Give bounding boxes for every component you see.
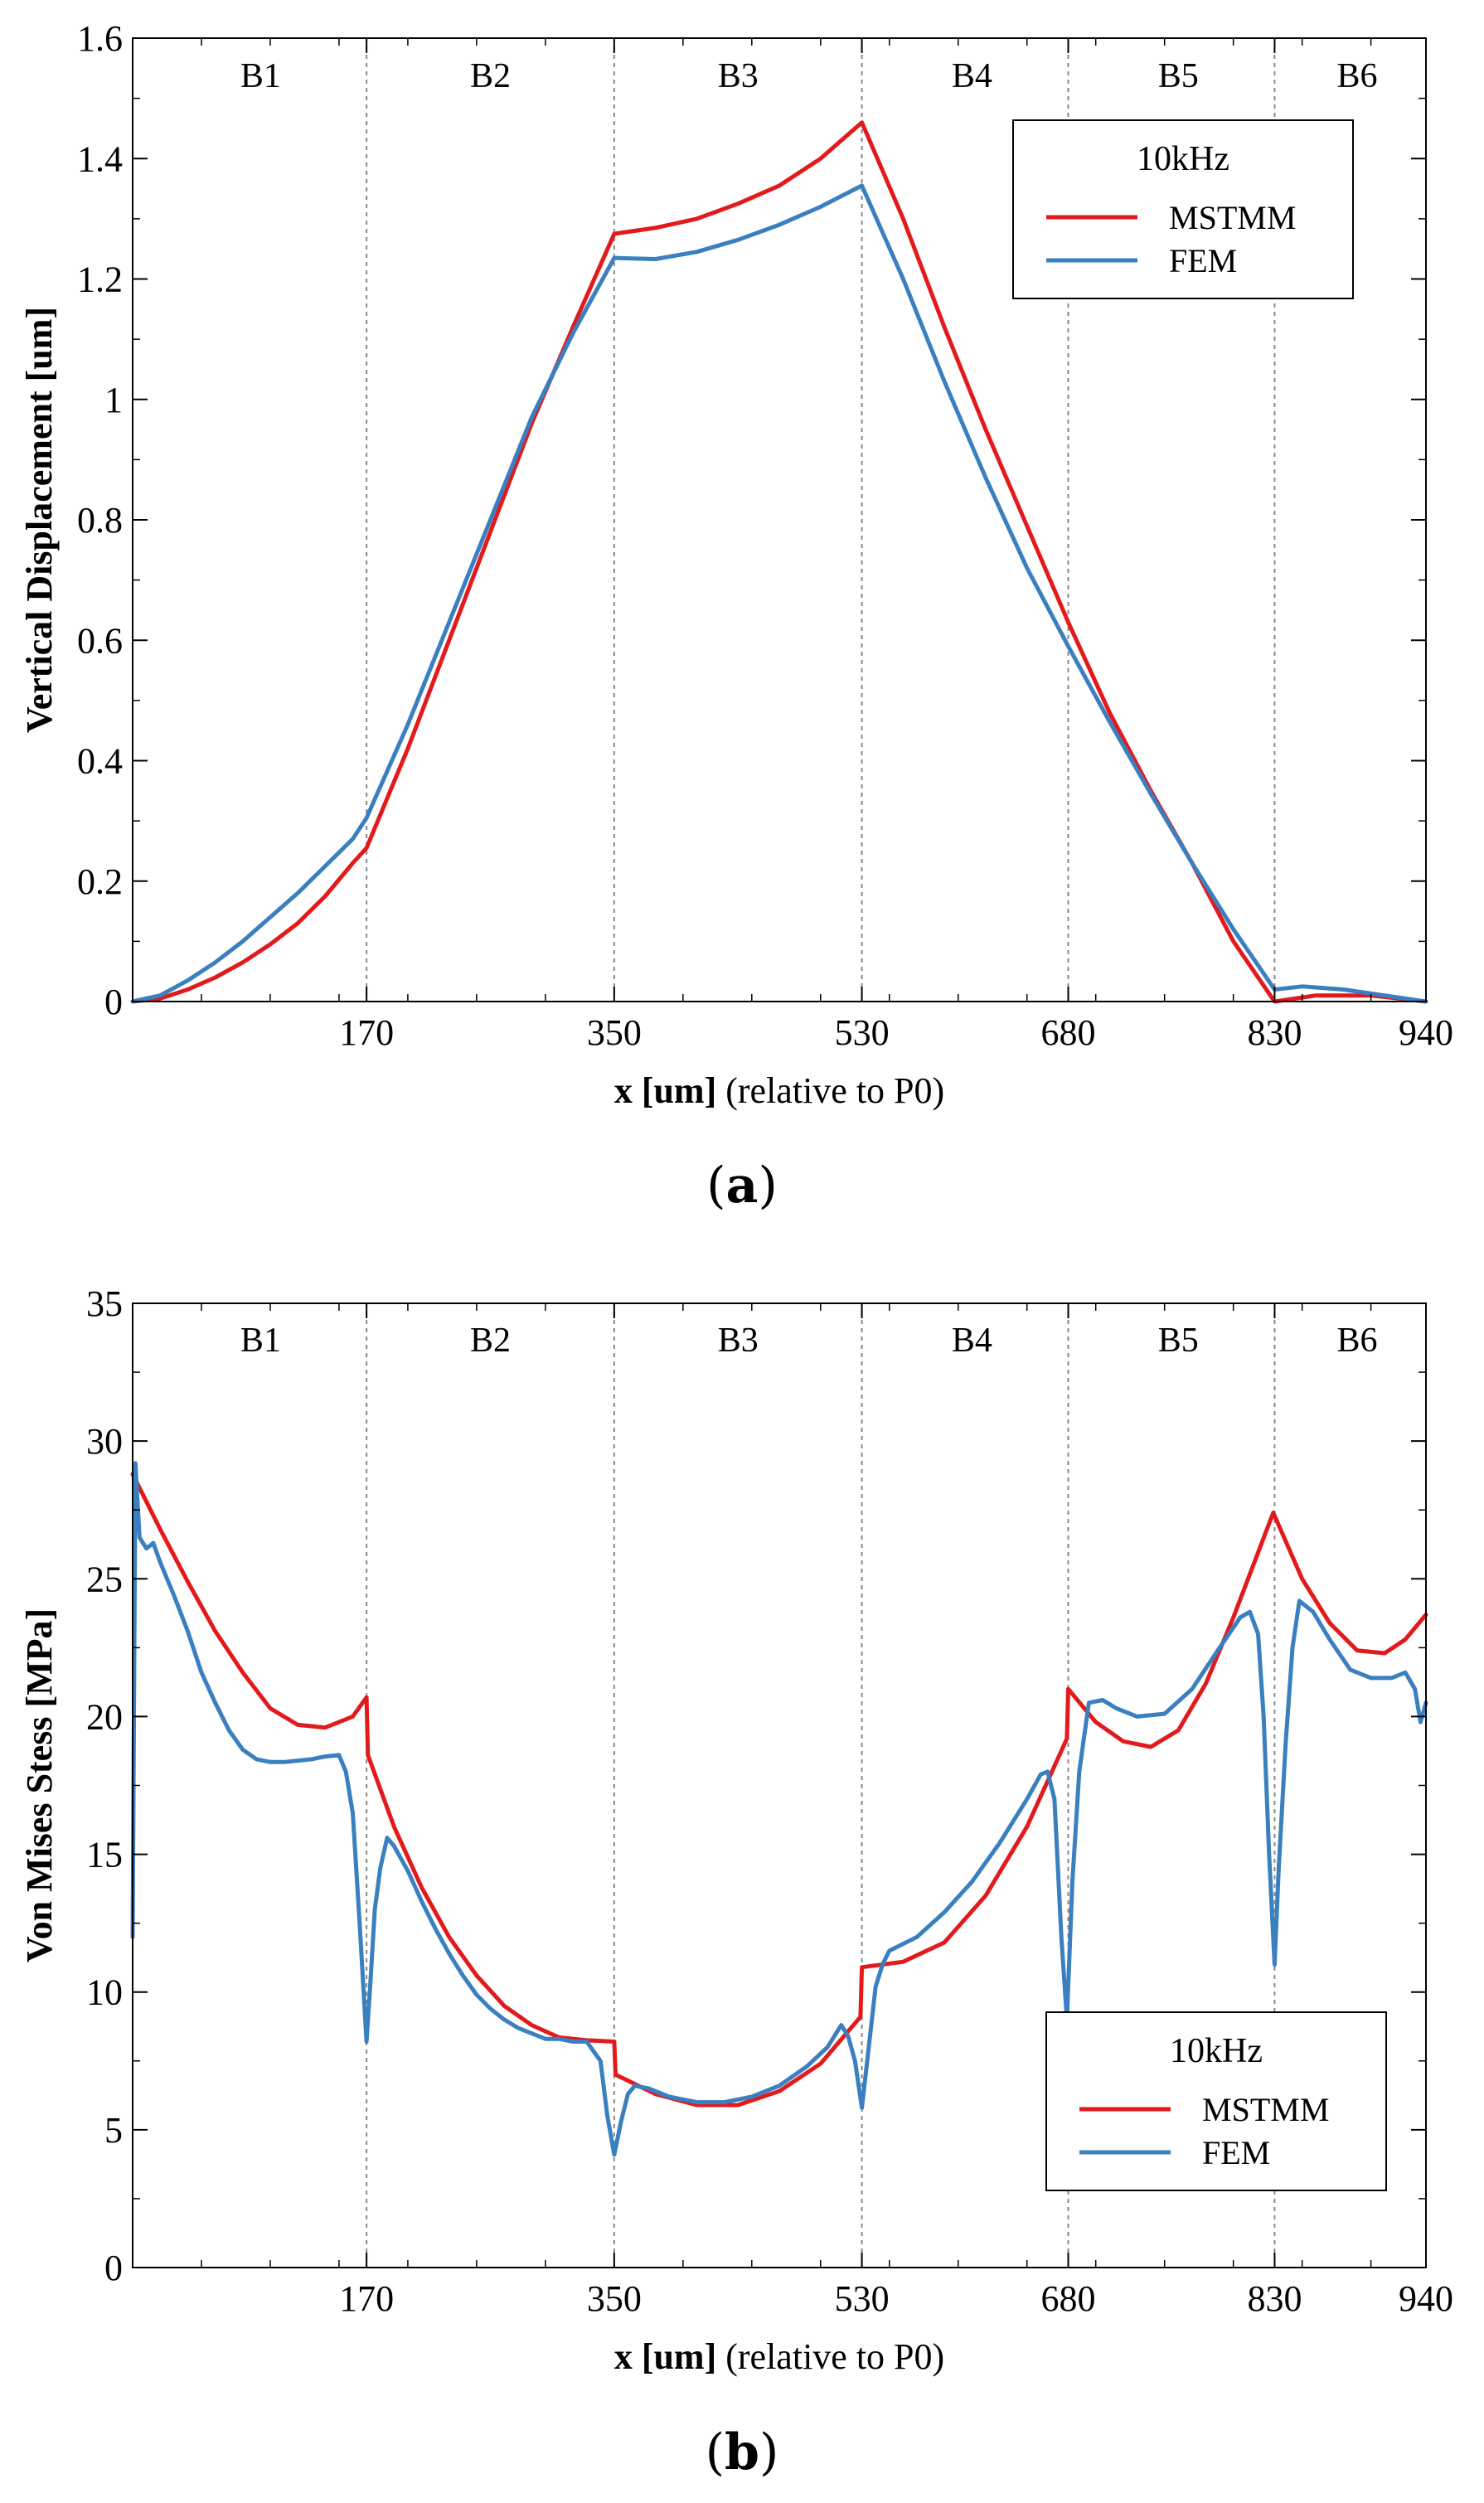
panel-a-region-labels: B1 B2 B3 B4 B5 B6	[240, 57, 1378, 95]
panel-b-dividers	[366, 1303, 1276, 2268]
y-tick-label: 15	[86, 1835, 123, 1875]
panel-a-x-axis-title-rest: (relative to P0)	[716, 1070, 944, 1111]
panel-a-legend: 10kHz MSTMM FEM	[1012, 119, 1354, 299]
y-tick-label: 10	[86, 1972, 123, 2013]
region-label-b5: B5	[1158, 57, 1199, 95]
region-label-b2: B2	[470, 57, 511, 95]
panel-a-x-axis-title: x [um] (relative to P0)	[614, 1070, 944, 1111]
region-label-b6: B6	[1337, 57, 1378, 95]
y-tick-label: 0.4	[77, 741, 123, 782]
panel-b-legend-label-mstmm: MSTMM	[1202, 2091, 1329, 2128]
y-tick-label: 1	[104, 380, 123, 420]
region-label-b3: B3	[718, 1322, 759, 1360]
x-tick-label: 170	[339, 1012, 394, 1053]
region-label-b3: B3	[718, 57, 759, 95]
x-tick-label: 350	[587, 1012, 642, 1053]
x-tick-label: 830	[1247, 2278, 1302, 2319]
x-tick-label: 530	[835, 1012, 890, 1053]
panel-a-legend-box	[1012, 119, 1354, 299]
x-tick-label: 530	[835, 2278, 890, 2319]
panel-a-caption-label: (a)	[706, 1157, 778, 1215]
panel-b-x-axis-title: x [um] (relative to P0)	[614, 2336, 944, 2377]
panel-a-y-axis-title: Vertical Displacement [um]	[19, 307, 60, 733]
panel-b-legend: 10kHz MSTMM FEM	[1045, 2011, 1387, 2191]
panel-b-y-axis-title: Von Mises Stess [MPa]	[19, 1608, 60, 1962]
panel-b-caption-label: (b)	[706, 2423, 779, 2481]
y-tick-label: 20	[86, 1696, 123, 1737]
y-tick-label: 30	[86, 1421, 123, 1462]
y-tick-label: 1.4	[77, 138, 123, 179]
panel-a-caption-letter: a	[726, 1157, 759, 1215]
panel-b-ticks: 170 350 530 680 830 940 0 5 10 15 20 25 30 35	[86, 1283, 1453, 2319]
panel-a-displacement-chart: 170 350 530 680 830 940 0 0.2 0.4 0.6 0.8 1 1.2 1.4 1.…	[19, 18, 1453, 1215]
x-tick-label: 940	[1399, 1012, 1453, 1053]
panel-a-legend-label-fem: FEM	[1169, 242, 1237, 279]
x-tick-label: 170	[339, 2278, 394, 2319]
panel-a-x-axis-title-bold: x [um]	[614, 1070, 716, 1111]
y-tick-label: 25	[86, 1559, 123, 1599]
panel-a-legend-label-mstmm: MSTMM	[1169, 199, 1296, 236]
panel-b-caption-letter: b	[725, 2423, 759, 2481]
x-tick-label: 830	[1247, 1012, 1302, 1053]
y-tick-label: 0.8	[77, 500, 123, 541]
region-label-b6: B6	[1337, 1322, 1378, 1360]
x-tick-label: 680	[1041, 2278, 1096, 2319]
y-tick-label: 35	[86, 1283, 123, 1324]
region-label-b5: B5	[1158, 1322, 1199, 1360]
panel-a-legend-title: 10kHz	[1137, 140, 1229, 178]
panel-b-x-axis-title-bold: x [um]	[614, 2336, 716, 2377]
panel-b-legend-title: 10kHz	[1170, 2032, 1263, 2070]
panel-a-ticks: 170 350 530 680 830 940 0 0.2 0.4 0.6 0.8 1 1.2 1.4 1.…	[77, 18, 1453, 1053]
panel-b-region-labels: B1 B2 B3 B4 B5 B6	[240, 1322, 1378, 1360]
panel-b-series	[130, 1461, 1428, 2157]
x-tick-label: 940	[1399, 2278, 1453, 2319]
x-tick-label: 680	[1041, 1012, 1096, 1053]
series-line-fem	[130, 183, 1428, 1004]
x-tick-label: 350	[587, 2278, 642, 2319]
region-label-b2: B2	[470, 1322, 511, 1360]
region-label-b4: B4	[952, 1322, 992, 1360]
panel-a-series	[130, 120, 1428, 1004]
region-label-b1: B1	[240, 57, 281, 95]
y-tick-label: 0	[104, 982, 123, 1022]
region-label-b1: B1	[240, 1322, 281, 1360]
y-tick-label: 0.2	[77, 861, 123, 902]
panel-b-x-axis-title-rest: (relative to P0)	[716, 2336, 944, 2377]
y-tick-label: 0	[104, 2248, 123, 2288]
y-tick-label: 1.6	[77, 18, 123, 59]
y-tick-label: 0.6	[77, 620, 123, 661]
series-line-fem	[130, 1461, 1428, 2157]
panel-b-legend-box	[1045, 2011, 1387, 2191]
panel-b-legend-label-fem: FEM	[1202, 2134, 1270, 2171]
region-label-b4: B4	[952, 57, 992, 95]
y-tick-label: 5	[104, 2110, 123, 2151]
y-tick-label: 1.2	[77, 260, 123, 300]
series-line-mstmm	[130, 1472, 1428, 2108]
